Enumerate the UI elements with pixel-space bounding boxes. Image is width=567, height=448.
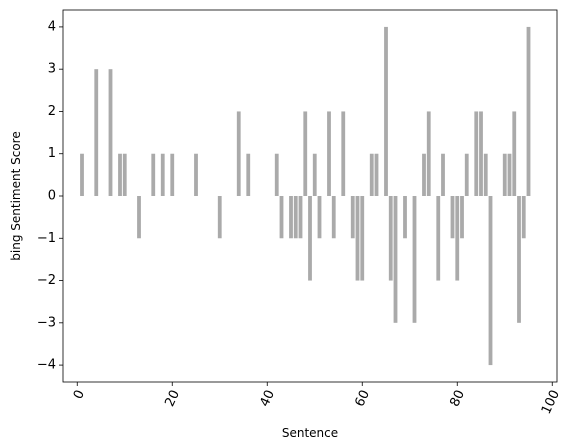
y-tick-label: −3: [37, 315, 56, 330]
bar: [293, 196, 298, 239]
x-tick-label: 20: [162, 388, 183, 409]
bar: [80, 153, 84, 196]
bar: [236, 111, 241, 196]
bar: [474, 111, 479, 196]
y-axis-ticks: −4 −3 −2 −1 0 1 2 3 4: [37, 19, 63, 373]
y-tick-label: 1: [48, 146, 56, 161]
bar: [360, 196, 365, 281]
y-tick-label: 2: [48, 104, 56, 119]
bar: [464, 153, 469, 196]
bar: [355, 196, 360, 281]
bar: [441, 153, 445, 196]
bar: [327, 111, 331, 196]
bar: [312, 153, 317, 196]
bar: [298, 196, 303, 239]
bar: [303, 111, 308, 196]
bar: [512, 111, 517, 196]
bar: [460, 196, 464, 239]
bar: [194, 153, 198, 196]
bar: [122, 153, 127, 196]
bar: [479, 111, 483, 196]
bar: [137, 196, 141, 239]
bar: [369, 153, 374, 196]
bar: [317, 196, 322, 239]
bar: [289, 196, 293, 239]
x-tick-label: 80: [447, 388, 468, 409]
bar: [426, 111, 431, 196]
bar: [331, 196, 336, 239]
bar: [274, 153, 279, 196]
bar: [388, 196, 393, 281]
bar: [341, 111, 346, 196]
bar: [412, 196, 417, 323]
bar: [350, 196, 355, 239]
bar: [502, 153, 507, 196]
bar: [517, 196, 521, 323]
y-tick-label: −4: [37, 358, 56, 373]
bar: [279, 196, 284, 239]
bar: [526, 26, 531, 196]
bar: [450, 196, 455, 239]
bar: [308, 196, 312, 281]
y-tick-label: 0: [48, 189, 56, 204]
y-tick-label: 4: [48, 19, 56, 34]
bar: [246, 153, 251, 196]
bar: [170, 153, 175, 196]
bar: [374, 153, 379, 196]
x-tick-label: 60: [352, 388, 373, 409]
bar: [118, 153, 122, 196]
bar: [108, 69, 113, 196]
bar: [436, 196, 441, 281]
y-tick-label: 3: [48, 62, 56, 77]
bar: [160, 153, 165, 196]
bar: [384, 26, 388, 196]
bar: [393, 196, 398, 323]
bars-group: [80, 26, 531, 366]
bar: [422, 153, 426, 196]
bar: [455, 196, 460, 281]
bar: [483, 153, 488, 196]
bar: [94, 69, 99, 196]
y-axis-label: bing Sentiment Score: [9, 131, 23, 260]
bar: [151, 153, 156, 196]
y-tick-label: −2: [37, 273, 56, 288]
bar: [403, 196, 407, 239]
bar: [217, 196, 222, 239]
bar: [521, 196, 526, 239]
bar: [507, 153, 512, 196]
x-tick-label: 40: [257, 388, 278, 409]
y-tick-label: −1: [37, 231, 56, 246]
bar: [488, 196, 493, 366]
x-axis-label: Sentence: [282, 426, 338, 440]
